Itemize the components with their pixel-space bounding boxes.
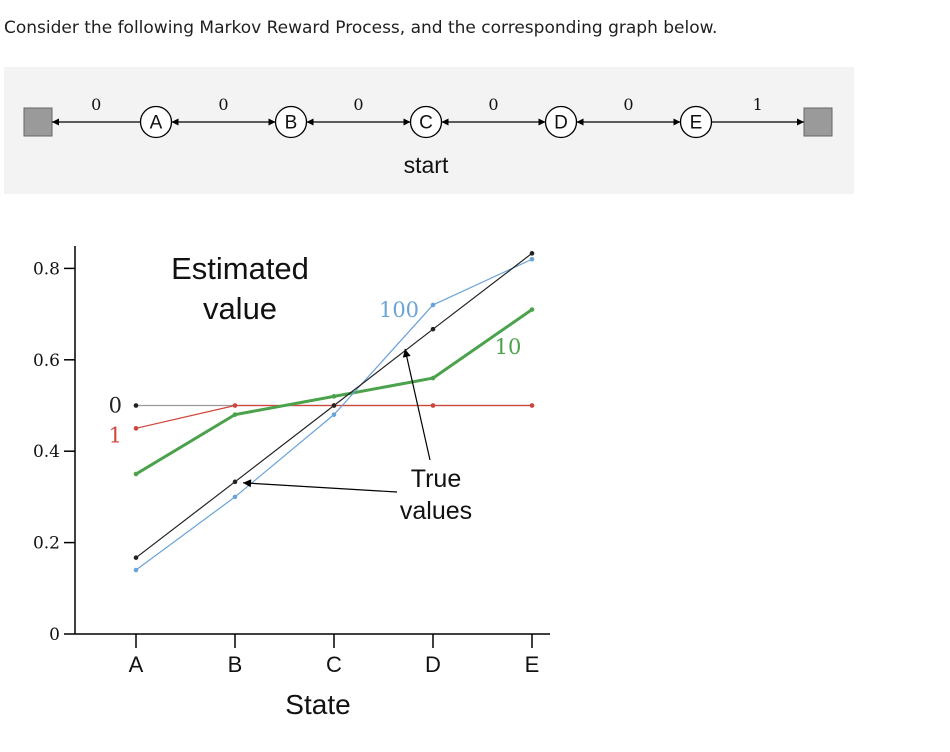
mrp-reward-label: 0 [218, 95, 228, 114]
mrp-svg: 0 0 0 0 0 1 A B C D E start [23, 95, 833, 178]
mrp-state-d: D [544, 105, 578, 139]
true-values-label-line1: True [411, 465, 461, 493]
data-point [331, 403, 337, 408]
series-label-0: 0 [109, 394, 122, 418]
x-tick-label: C [326, 652, 342, 677]
y-axis-label-line1: Estimated [171, 251, 309, 286]
data-point [430, 326, 436, 332]
x-axis-label: State [285, 689, 350, 720]
mrp-reward-label: 1 [753, 95, 763, 114]
true-values-arrow-d [402, 348, 431, 461]
chart-svg: 0 0.2 0.4 0.6 0.8 A B C D E 0 1 10 100 Estimated va… [33, 246, 550, 720]
mrp-state-label: C [419, 113, 433, 134]
data-point [529, 251, 535, 256]
mrp-state-b: B [274, 105, 308, 139]
x-tick-label: E [525, 652, 540, 677]
y-tick-label: 0.2 [33, 534, 60, 554]
value-chart: 0 0.2 0.4 0.6 0.8 A B C D E 0 1 10 100 Estimated va… [0, 216, 575, 736]
mrp-state-label: B [285, 113, 298, 134]
terminal-right [803, 107, 833, 137]
data-point [232, 494, 238, 500]
x-tick-label: A [129, 652, 144, 677]
data-point [529, 256, 535, 262]
intro-text: Consider the following Markov Reward Pro… [4, 18, 718, 38]
data-point [133, 555, 139, 560]
mrp-reward-label: 0 [488, 95, 498, 114]
series-label-100: 100 [379, 298, 419, 322]
series-label-1: 1 [109, 423, 122, 447]
data-point [430, 403, 436, 408]
mrp-state-label: A [150, 113, 163, 134]
y-tick-label: 0.8 [33, 259, 60, 279]
terminal-left [23, 107, 53, 137]
mrp-reward-label: 0 [91, 95, 101, 114]
mrp-state-label: E [690, 113, 703, 134]
data-point [430, 375, 436, 381]
data-point [133, 471, 139, 477]
y-axis-label-line2: value [203, 291, 277, 326]
data-point [331, 394, 337, 399]
mrp-reward-label: 0 [623, 95, 633, 114]
data-point [232, 412, 238, 417]
series-label-10: 10 [495, 335, 522, 359]
mrp-state-label: D [554, 113, 568, 134]
x-tick-label: D [425, 652, 441, 677]
data-point [232, 479, 238, 485]
label-dot-0 [133, 403, 139, 408]
mrp-reward-label: 0 [353, 95, 363, 114]
series-line-2 [135, 308, 533, 476]
y-tick-label: 0.4 [33, 442, 60, 462]
mrp-diagram: 0 0 0 0 0 1 A B C D E start [4, 67, 854, 194]
start-label: start [404, 152, 449, 178]
mrp-state-a: A [139, 105, 173, 139]
data-point [529, 403, 535, 408]
y-tick-label: 0.6 [33, 351, 60, 371]
data-point [529, 307, 535, 312]
data-point [133, 567, 139, 573]
y-tick-label: 0 [49, 625, 60, 645]
mrp-state-e: E [679, 105, 713, 139]
true-values-label-line2: values [400, 497, 472, 525]
data-point [133, 426, 139, 431]
data-point [331, 412, 337, 417]
x-tick-label: B [228, 652, 243, 677]
data-point [430, 302, 436, 308]
true-values-arrow-b [242, 479, 398, 493]
data-point [232, 403, 238, 408]
mrp-state-c: C [409, 105, 443, 139]
